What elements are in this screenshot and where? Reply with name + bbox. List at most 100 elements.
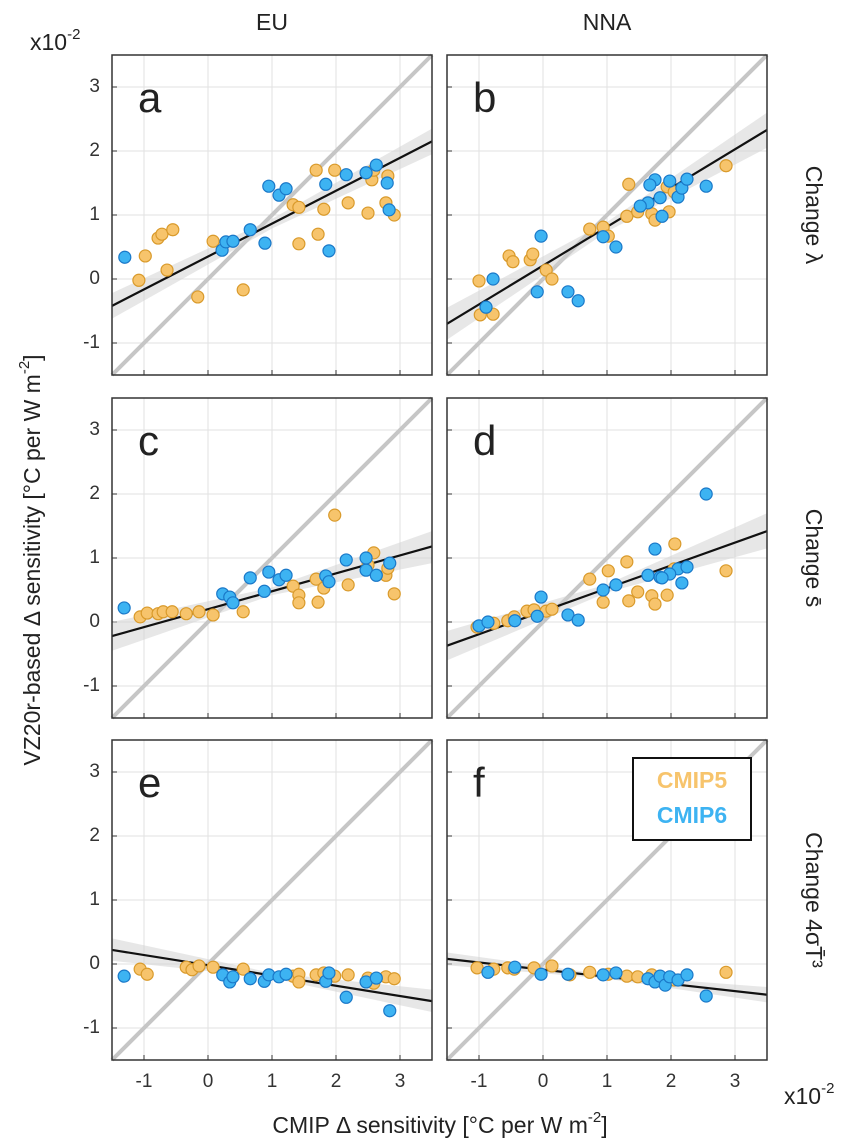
data-point: [545, 959, 559, 973]
data-point: [472, 274, 486, 288]
data-point: [117, 969, 131, 983]
legend-label: CMIP6: [657, 802, 727, 828]
y-tick-label: 3: [89, 761, 100, 782]
column-title: EU: [256, 9, 288, 35]
data-point: [699, 989, 713, 1003]
data-point: [262, 565, 276, 579]
data-point: [699, 487, 713, 501]
data-point: [561, 608, 575, 622]
data-point: [530, 285, 544, 299]
x-tick-label: 1: [602, 1071, 613, 1092]
panel-border: [446, 54, 768, 376]
data-point: [328, 163, 342, 177]
y-tick-label: 0: [89, 611, 100, 632]
data-point: [118, 250, 132, 264]
data-point: [369, 971, 383, 985]
data-point: [648, 597, 662, 611]
data-point: [165, 605, 179, 619]
y-tick-label: 2: [89, 483, 100, 504]
data-point: [140, 967, 154, 981]
data-point: [675, 576, 689, 590]
data-point: [633, 199, 647, 213]
data-point: [534, 967, 548, 981]
data-point: [132, 273, 146, 287]
y-tick-label: 1: [89, 889, 100, 910]
data-point: [226, 970, 240, 984]
x-tick-label: 3: [395, 1071, 406, 1092]
data-point: [206, 234, 220, 248]
x-tick-label: -1: [136, 1071, 153, 1092]
data-point: [258, 236, 272, 250]
data-point: [359, 551, 373, 565]
x-tick-label: 1: [267, 1071, 278, 1092]
data-point: [341, 578, 355, 592]
data-point: [311, 595, 325, 609]
y-tick-label: 0: [89, 953, 100, 974]
x-axis-label: CMIP Δ sensitivity [°C per W m-2]: [272, 1109, 607, 1138]
y-tick-label: 1: [89, 204, 100, 225]
y-tick-label: 2: [89, 825, 100, 846]
data-point: [631, 585, 645, 599]
fit-line: [111, 545, 433, 638]
y-tick-label: 3: [89, 76, 100, 97]
data-point: [226, 234, 240, 248]
data-point: [648, 542, 662, 556]
multiplier-base: x10: [30, 29, 67, 55]
data-point: [339, 168, 353, 182]
multiplier-exponent: -2: [67, 26, 80, 43]
y-tick-label: -1: [83, 332, 100, 353]
data-point: [680, 172, 694, 186]
data-point: [609, 578, 623, 592]
data-point: [571, 613, 585, 627]
data-point: [596, 583, 610, 597]
data-point: [192, 959, 206, 973]
y-tick-label: 2: [89, 140, 100, 161]
y-tick-label: -1: [83, 675, 100, 696]
data-point: [534, 590, 548, 604]
data-point: [622, 177, 636, 191]
data-point: [341, 196, 355, 210]
panel: -1 0 1 2 3 -1 0 1 2 3 e: [83, 738, 434, 1092]
label-part: CMIP Δ sensitivity [°C per W m: [272, 1112, 588, 1138]
data-point: [369, 568, 383, 582]
multiplier-exponent: -2: [821, 1080, 834, 1097]
row-title: Change λ: [801, 166, 827, 265]
y-tick-label: 1: [89, 547, 100, 568]
panel-border: [111, 54, 433, 376]
data-point: [387, 587, 401, 601]
identity-line: [445, 396, 769, 720]
data-point: [680, 968, 694, 982]
data-point: [243, 223, 257, 237]
panel: d: [445, 396, 769, 720]
data-point: [243, 571, 257, 585]
data-point: [292, 237, 306, 251]
data-point: [668, 537, 682, 551]
y-tick-label: 3: [89, 419, 100, 440]
y-axis-label: VZ20r-based Δ sensitivity [°C per W m-2]: [16, 354, 45, 765]
data-point: [191, 290, 205, 304]
data-point: [481, 615, 495, 629]
panel-label: d: [473, 417, 496, 464]
data-point: [339, 990, 353, 1004]
panel-label: e: [138, 759, 161, 806]
panel-border: [446, 397, 768, 719]
data-point: [470, 961, 484, 975]
identity-line: [110, 53, 434, 377]
data-point: [719, 965, 733, 979]
data-point: [179, 607, 193, 621]
panel: b: [445, 53, 769, 377]
data-point: [155, 227, 169, 241]
row-title: Change 4σT̄³: [801, 832, 827, 968]
legend-box: [632, 757, 752, 841]
data-point: [545, 602, 559, 616]
data-point: [292, 596, 306, 610]
data-point: [596, 230, 610, 244]
x-tick-label: 0: [538, 1071, 549, 1092]
panel-label: b: [473, 74, 496, 121]
data-point: [322, 575, 336, 589]
data-point: [117, 601, 131, 615]
data-point: [387, 972, 401, 986]
panel: -1 0 1 2 3 f CMIP5 CMIP6: [445, 738, 769, 1092]
data-point: [192, 605, 206, 619]
data-point: [166, 223, 180, 237]
